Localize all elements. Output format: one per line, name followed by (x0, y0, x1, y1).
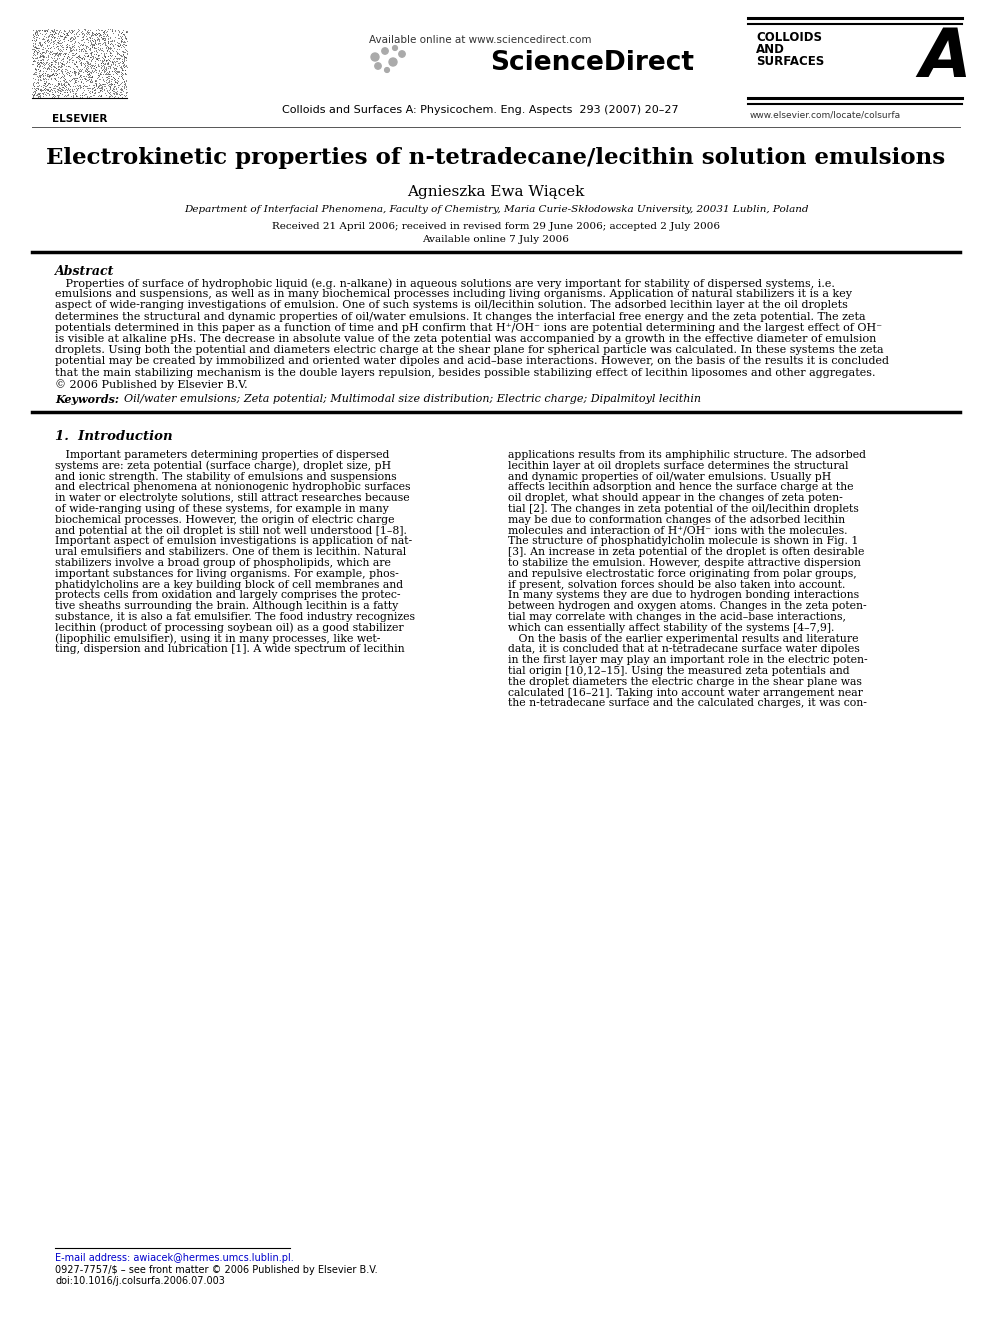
Circle shape (399, 50, 405, 57)
Text: and electrical phenomena at nonionogenic hydrophobic surfaces: and electrical phenomena at nonionogenic… (55, 483, 411, 492)
Text: systems are: zeta potential (surface charge), droplet size, pH: systems are: zeta potential (surface cha… (55, 460, 391, 471)
Text: www.elsevier.com/locate/colsurfa: www.elsevier.com/locate/colsurfa (750, 110, 901, 119)
Text: tive sheaths surrounding the brain. Although lecithin is a fatty: tive sheaths surrounding the brain. Alth… (55, 601, 398, 611)
Text: aspect of wide-ranging investigations of emulsion. One of such systems is oil/le: aspect of wide-ranging investigations of… (55, 300, 848, 311)
Text: lecithin layer at oil droplets surface determines the structural: lecithin layer at oil droplets surface d… (508, 460, 848, 471)
Text: Available online 7 July 2006: Available online 7 July 2006 (423, 235, 569, 243)
Text: COLLOIDS: COLLOIDS (756, 30, 822, 44)
Text: protects cells from oxidation and largely comprises the protec-: protects cells from oxidation and largel… (55, 590, 401, 601)
Text: the droplet diameters the electric charge in the shear plane was: the droplet diameters the electric charg… (508, 677, 862, 687)
Text: Received 21 April 2006; received in revised form 29 June 2006; accepted 2 July 2: Received 21 April 2006; received in revi… (272, 222, 720, 232)
Text: data, it is concluded that at n-tetradecane surface water dipoles: data, it is concluded that at n-tetradec… (508, 644, 860, 655)
Text: droplets. Using both the potential and diameters electric charge at the shear pl: droplets. Using both the potential and d… (55, 345, 884, 355)
Text: ural emulsifiers and stabilizers. One of them is lecithin. Natural: ural emulsifiers and stabilizers. One of… (55, 548, 407, 557)
Text: molecules and interaction of H⁺/OH⁻ ions with the molecules.: molecules and interaction of H⁺/OH⁻ ions… (508, 525, 847, 536)
Text: E-mail address: awiacek@hermes.umcs.lublin.pl.: E-mail address: awiacek@hermes.umcs.lubl… (55, 1253, 294, 1263)
Text: Keywords:: Keywords: (55, 394, 119, 405)
Text: of wide-ranging using of these systems, for example in many: of wide-ranging using of these systems, … (55, 504, 389, 515)
Text: (lipophilic emulsifier), using it in many processes, like wet-: (lipophilic emulsifier), using it in man… (55, 634, 380, 644)
Text: and ionic strength. The stability of emulsions and suspensions: and ionic strength. The stability of emu… (55, 471, 397, 482)
Text: doi:10.1016/j.colsurfa.2006.07.003: doi:10.1016/j.colsurfa.2006.07.003 (55, 1275, 225, 1286)
Text: ting, dispersion and lubrication [1]. A wide spectrum of lecithin: ting, dispersion and lubrication [1]. A … (55, 644, 405, 655)
Text: On the basis of the earlier experimental results and literature: On the basis of the earlier experimental… (508, 634, 858, 643)
Text: Department of Interfacial Phenomena, Faculty of Chemistry, Maria Curie-Skłodowsk: Department of Interfacial Phenomena, Fac… (184, 205, 808, 214)
Text: Abstract: Abstract (55, 265, 114, 278)
Text: phatidylcholins are a key building block of cell membranes and: phatidylcholins are a key building block… (55, 579, 403, 590)
Text: determines the structural and dynamic properties of oil/water emulsions. It chan: determines the structural and dynamic pr… (55, 312, 866, 321)
Text: ELSEVIER: ELSEVIER (52, 114, 107, 124)
Text: may be due to conformation changes of the adsorbed lecithin: may be due to conformation changes of th… (508, 515, 845, 525)
Text: 0927-7757/$ – see front matter © 2006 Published by Elsevier B.V.: 0927-7757/$ – see front matter © 2006 Pu… (55, 1265, 378, 1275)
Text: affects lecithin adsorption and hence the surface charge at the: affects lecithin adsorption and hence th… (508, 483, 853, 492)
Circle shape (375, 62, 381, 69)
Text: and repulsive electrostatic force originating from polar groups,: and repulsive electrostatic force origin… (508, 569, 857, 578)
Text: the n-tetradecane surface and the calculated charges, it was con-: the n-tetradecane surface and the calcul… (508, 699, 867, 708)
Text: lecithin (product of processing soybean oil) as a good stabilizer: lecithin (product of processing soybean … (55, 623, 404, 634)
Text: Electrokinetic properties of ⁠n⁠-tetradecane/lecithin solution emulsions: Electrokinetic properties of ⁠n⁠-tetrade… (47, 147, 945, 169)
Text: between hydrogen and oxygen atoms. Changes in the zeta poten-: between hydrogen and oxygen atoms. Chang… (508, 601, 867, 611)
Text: in the first layer may play an important role in the electric poten-: in the first layer may play an important… (508, 655, 868, 665)
Text: Important aspect of emulsion investigations is application of nat-: Important aspect of emulsion investigati… (55, 536, 412, 546)
Text: if present, solvation forces should be also taken into account.: if present, solvation forces should be a… (508, 579, 845, 590)
Text: tial origin [10,12–15]. Using the measured zeta potentials and: tial origin [10,12–15]. Using the measur… (508, 665, 849, 676)
Circle shape (385, 67, 390, 73)
Text: potential may be created by immobilized and oriented water dipoles and acid–base: potential may be created by immobilized … (55, 356, 889, 366)
Text: which can essentially affect stability of the systems [4–7,9].: which can essentially affect stability o… (508, 623, 834, 632)
Text: stabilizers involve a broad group of phospholipids, which are: stabilizers involve a broad group of pho… (55, 558, 391, 568)
Text: AND: AND (756, 44, 785, 56)
Text: The structure of phosphatidylcholin molecule is shown in Fig. 1: The structure of phosphatidylcholin mole… (508, 536, 858, 546)
Text: to stabilize the emulsion. However, despite attractive dispersion: to stabilize the emulsion. However, desp… (508, 558, 861, 568)
Text: important substances for living organisms. For example, phos-: important substances for living organism… (55, 569, 399, 578)
Text: ScienceDirect: ScienceDirect (490, 50, 694, 75)
Text: Available online at www.sciencedirect.com: Available online at www.sciencedirect.co… (369, 34, 591, 45)
Text: 1.  Introduction: 1. Introduction (55, 430, 173, 443)
Text: calculated [16–21]. Taking into account water arrangement near: calculated [16–21]. Taking into account … (508, 688, 863, 697)
Text: © 2006 Published by Elsevier B.V.: © 2006 Published by Elsevier B.V. (55, 378, 248, 389)
Text: in water or electrolyte solutions, still attract researches because: in water or electrolyte solutions, still… (55, 493, 410, 503)
Text: Agnieszka Ewa Wiącek: Agnieszka Ewa Wiącek (408, 185, 584, 198)
Text: tial may correlate with changes in the acid–base interactions,: tial may correlate with changes in the a… (508, 613, 846, 622)
Text: oil droplet, what should appear in the changes of zeta poten-: oil droplet, what should appear in the c… (508, 493, 843, 503)
Text: Colloids and Surfaces A: Physicochem. Eng. Aspects  293 (2007) 20–27: Colloids and Surfaces A: Physicochem. En… (282, 105, 679, 115)
Text: SURFACES: SURFACES (756, 56, 824, 67)
Text: substance, it is also a fat emulsifier. The food industry recognizes: substance, it is also a fat emulsifier. … (55, 613, 415, 622)
Text: Oil/water emulsions; Zeta potential; Multimodal size distribution; Electric char: Oil/water emulsions; Zeta potential; Mul… (117, 394, 701, 404)
Text: potentials determined in this paper as a function of time and pH confirm that H⁺: potentials determined in this paper as a… (55, 323, 882, 333)
Text: and dynamic properties of oil/water emulsions. Usually pH: and dynamic properties of oil/water emul… (508, 471, 831, 482)
Circle shape (393, 45, 398, 50)
Text: biochemical processes. However, the origin of electric charge: biochemical processes. However, the orig… (55, 515, 395, 525)
Text: [3]. An increase in zeta potential of the droplet is often desirable: [3]. An increase in zeta potential of th… (508, 548, 864, 557)
Text: and potential at the oil droplet is still not well understood [1–8].: and potential at the oil droplet is stil… (55, 525, 407, 536)
Circle shape (371, 53, 379, 61)
Circle shape (389, 58, 397, 66)
Text: In many systems they are due to hydrogen bonding interactions: In many systems they are due to hydrogen… (508, 590, 859, 601)
Text: applications results from its amphiphilic structure. The adsorbed: applications results from its amphiphili… (508, 450, 866, 460)
Text: is visible at alkaline pHs. The decrease in absolute value of the zeta potential: is visible at alkaline pHs. The decrease… (55, 333, 876, 344)
Text: that the main stabilizing mechanism is the double layers repulsion, besides poss: that the main stabilizing mechanism is t… (55, 368, 876, 377)
Text: emulsions and suspensions, as well as in many biochemical processes including li: emulsions and suspensions, as well as in… (55, 290, 852, 299)
Text: A: A (920, 25, 971, 91)
Text: Important parameters determining properties of dispersed: Important parameters determining propert… (55, 450, 390, 460)
Text: Properties of surface of hydrophobic liquid (e.g. n-alkane) in aqueous solutions: Properties of surface of hydrophobic liq… (55, 278, 835, 288)
Circle shape (382, 48, 388, 54)
Text: tial [2]. The changes in zeta potential of the oil/lecithin droplets: tial [2]. The changes in zeta potential … (508, 504, 859, 515)
